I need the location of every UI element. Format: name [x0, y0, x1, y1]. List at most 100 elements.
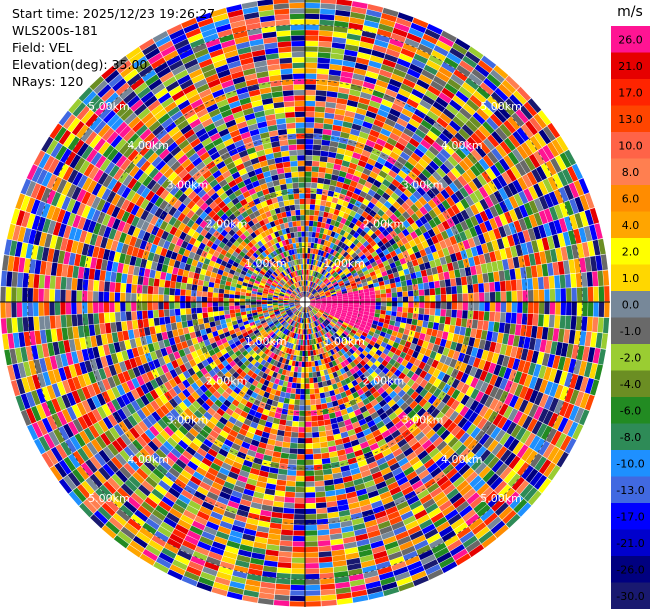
velocity-gate [360, 254, 367, 261]
velocity-gate [452, 496, 466, 509]
velocity-gate [186, 353, 194, 362]
velocity-gate [310, 303, 316, 306]
velocity-gate [382, 471, 394, 481]
velocity-gate [151, 437, 163, 449]
velocity-gate [289, 302, 295, 304]
velocity-gate [150, 379, 159, 389]
velocity-gate [140, 394, 150, 406]
velocity-gate [150, 334, 158, 343]
velocity-gate [354, 62, 368, 71]
velocity-gate [197, 318, 204, 325]
velocity-gate [402, 346, 410, 354]
velocity-gate [455, 111, 469, 124]
velocity-gate [293, 309, 298, 314]
velocity-gate [428, 315, 435, 323]
velocity-gate [98, 302, 104, 313]
velocity-gate [183, 570, 200, 582]
velocity-gate [425, 149, 436, 161]
velocity-gate [533, 183, 544, 198]
velocity-gate [320, 239, 325, 245]
velocity-gate [396, 356, 404, 364]
velocity-gate [531, 240, 539, 253]
velocity-gate [335, 322, 342, 328]
velocity-gate [547, 176, 559, 191]
velocity-gate [558, 218, 568, 233]
velocity-gate [281, 369, 287, 376]
velocity-gate [536, 423, 548, 438]
velocity-gate [526, 349, 534, 362]
velocity-gate [229, 495, 241, 504]
velocity-gate [368, 247, 376, 254]
velocity-gate [522, 174, 533, 188]
velocity-gate [452, 548, 468, 561]
velocity-gate [203, 339, 211, 347]
velocity-gate [107, 477, 121, 491]
velocity-gate [469, 400, 480, 412]
velocity-gate [400, 48, 416, 58]
velocity-gate [339, 284, 346, 289]
velocity-gate [444, 255, 452, 264]
velocity-gate [305, 340, 308, 346]
velocity-gate [518, 399, 529, 413]
velocity-gate [165, 471, 177, 483]
velocity-gate [487, 494, 502, 508]
velocity-gate [349, 573, 364, 582]
velocity-gate [406, 335, 414, 343]
velocity-gate [331, 296, 338, 300]
velocity-gate [495, 463, 508, 477]
velocity-gate [582, 346, 590, 362]
velocity-gate [28, 316, 35, 331]
velocity-gate [268, 433, 277, 441]
velocity-gate [552, 234, 561, 249]
velocity-gate [247, 329, 254, 335]
velocity-gate [318, 267, 323, 273]
velocity-gate [275, 313, 281, 317]
velocity-gate [321, 275, 326, 281]
velocity-gate [337, 329, 343, 335]
velocity-gate [441, 561, 458, 574]
velocity-gate [369, 466, 381, 475]
velocity-gate [323, 413, 330, 420]
velocity-gate [328, 185, 336, 192]
velocity-gate [318, 324, 323, 330]
velocity-gate [463, 408, 474, 420]
velocity-gate [328, 522, 341, 530]
velocity-gate [410, 373, 419, 382]
velocity-gate [288, 348, 293, 355]
velocity-gate [349, 331, 355, 337]
velocity-gate [455, 444, 467, 456]
velocity-gate [499, 378, 508, 390]
velocity-gate [450, 225, 459, 236]
velocity-gate [132, 535, 148, 549]
velocity-gate [459, 531, 475, 544]
velocity-gate [16, 378, 26, 395]
velocity-gate [466, 319, 473, 328]
velocity-gate [405, 234, 413, 242]
velocity-gate [321, 329, 326, 335]
velocity-gate [161, 364, 170, 374]
velocity-gate [351, 379, 359, 387]
velocity-gate [489, 302, 496, 312]
velocity-gate [414, 128, 427, 139]
velocity-gate [451, 215, 460, 225]
velocity-gate [164, 381, 173, 391]
velocity-gate [315, 486, 325, 492]
velocity-gate [427, 462, 439, 474]
velocity-gate [296, 383, 301, 389]
velocity-gate [287, 310, 292, 315]
velocity-gate [529, 117, 543, 132]
velocity-gate [454, 190, 465, 201]
velocity-gate [402, 375, 411, 384]
velocity-gate [364, 305, 370, 309]
velocity-gate [241, 423, 250, 431]
velocity-gate [423, 391, 433, 401]
velocity-gate [305, 237, 309, 243]
velocity-gate [392, 68, 407, 78]
velocity-gate [248, 332, 255, 338]
velocity-gate [265, 549, 279, 557]
velocity-gate [345, 552, 360, 560]
velocity-gate [327, 315, 333, 320]
velocity-gate [313, 382, 319, 389]
velocity-gate [579, 331, 587, 346]
velocity-gate [455, 402, 465, 414]
